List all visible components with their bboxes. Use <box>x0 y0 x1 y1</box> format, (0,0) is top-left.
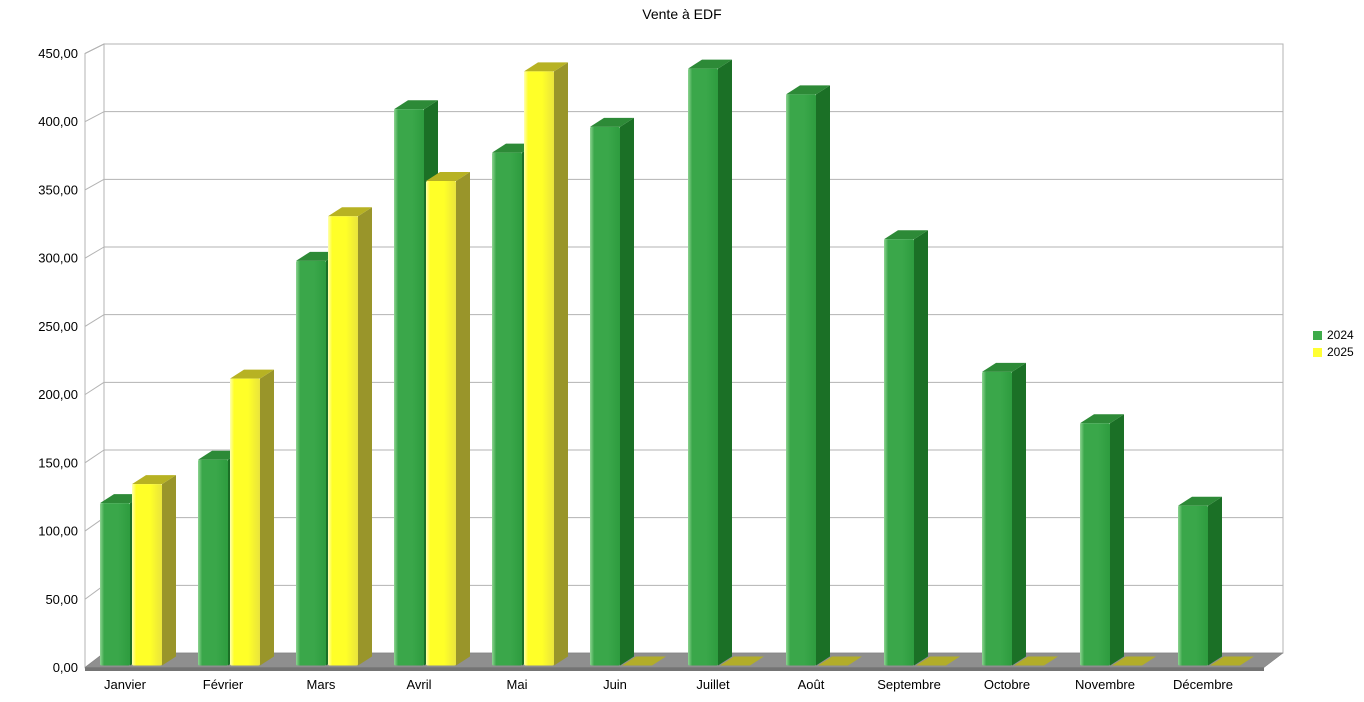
x-axis-label-Juillet: Juillet <box>696 677 730 692</box>
gridline-left-300 <box>84 246 105 259</box>
bar-2025-Décembre <box>1210 656 1254 666</box>
x-axis-label-Septembre: Septembre <box>877 677 941 692</box>
gridline-left-200 <box>84 381 105 396</box>
y-axis-label-350: 350,00 <box>38 182 78 197</box>
bar-2024-Décembre <box>1178 496 1222 666</box>
bar-2025-Septembre <box>916 656 960 666</box>
legend-label-2025: 2025 <box>1327 345 1354 359</box>
legend-swatch-2024-icon <box>1313 331 1322 340</box>
gridline-left-150 <box>84 449 105 464</box>
x-axis-label-Mars: Mars <box>307 677 336 692</box>
legend-swatch-2025-icon <box>1313 348 1322 357</box>
bar-2025-Mars <box>328 207 372 666</box>
bar-2024-Août <box>786 85 830 666</box>
bar-2024-Octobre <box>982 362 1026 666</box>
bar-2025-Juin <box>622 656 666 666</box>
gridline-left-450 <box>84 43 105 54</box>
bar-2025-Avril <box>426 172 470 666</box>
legend-item-2025: 2025 <box>1313 344 1354 361</box>
bar-2025-Mai <box>524 62 568 666</box>
bar-2025-Janvier <box>132 475 176 666</box>
gridline-left-400 <box>84 111 105 123</box>
x-axis-label-Mai: Mai <box>507 677 528 692</box>
y-axis-label-0: 0,00 <box>53 660 78 675</box>
y-axis-label-100: 100,00 <box>38 524 78 539</box>
y-axis-label-50: 50,00 <box>45 592 78 607</box>
y-axis-label-450: 450,00 <box>38 46 78 61</box>
bar-2024-Juillet <box>688 59 732 666</box>
legend-item-2024: 2024 <box>1313 327 1354 344</box>
y-axis-label-400: 400,00 <box>38 114 78 129</box>
x-axis-label-Février: Février <box>203 677 244 692</box>
bar-2025-Octobre <box>1014 656 1058 666</box>
bar-2025-Août <box>818 656 862 666</box>
y-axis-label-200: 200,00 <box>38 387 78 402</box>
legend: 2024 2025 <box>1313 327 1354 361</box>
x-axis-label-Octobre: Octobre <box>984 677 1030 692</box>
bar-2025-Novembre <box>1112 656 1156 666</box>
x-axis-label-Juin: Juin <box>603 677 627 692</box>
legend-label-2024: 2024 <box>1327 328 1354 342</box>
y-axis-label-300: 300,00 <box>38 251 78 266</box>
x-axis-label-Avril: Avril <box>406 677 431 692</box>
x-axis-label-Décembre: Décembre <box>1173 677 1233 692</box>
chart-title: Vente à EDF <box>642 6 722 22</box>
bar-2025-Juillet <box>720 656 764 666</box>
y-axis-label-250: 250,00 <box>38 319 78 334</box>
x-axis-label-Novembre: Novembre <box>1075 677 1135 692</box>
gridline-left-250 <box>84 314 105 327</box>
y-axis-label-150: 150,00 <box>38 455 78 470</box>
gridline-left-350 <box>84 178 105 191</box>
x-axis-label-Août: Août <box>798 677 825 692</box>
bar-2025-Février <box>230 369 274 666</box>
bar-2024-Juin <box>590 117 634 666</box>
bar-2024-Septembre <box>884 230 928 666</box>
chart-floor-edge <box>85 667 1264 671</box>
x-axis-label-Janvier: Janvier <box>104 677 147 692</box>
bar-2024-Novembre <box>1080 414 1124 666</box>
